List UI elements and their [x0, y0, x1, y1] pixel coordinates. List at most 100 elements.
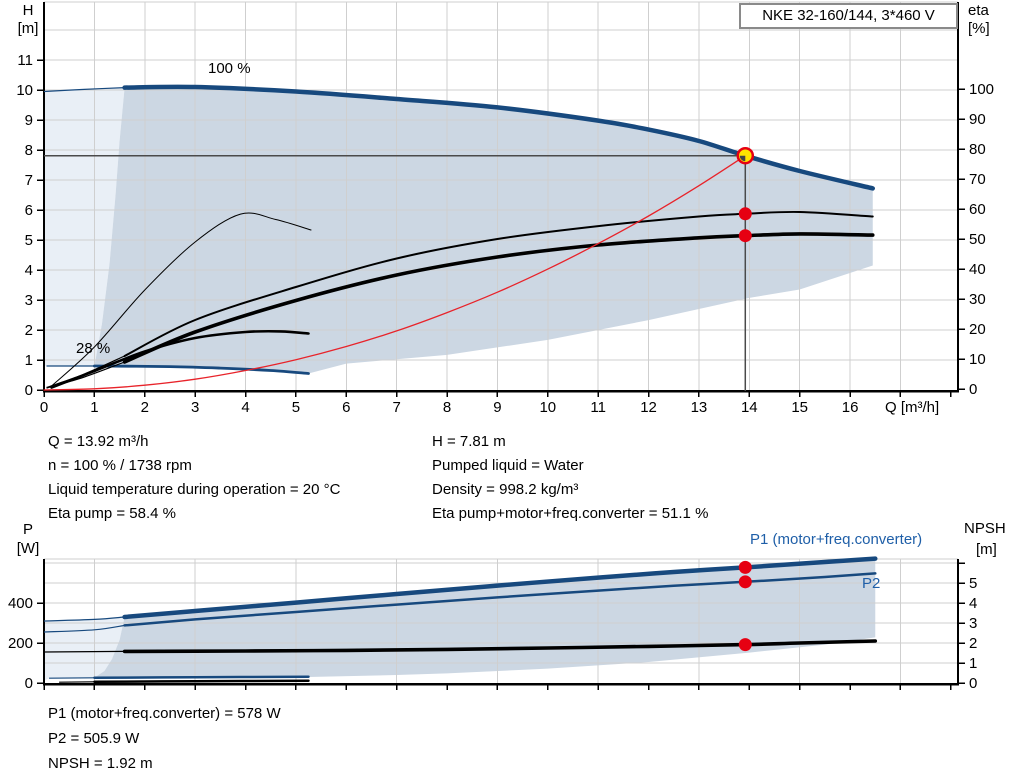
npsh-curve: [122, 639, 878, 654]
qh-chart-q-tick-label: 4: [241, 399, 249, 416]
p2-curve-lead: [43, 624, 125, 633]
duty-red-dot: [738, 575, 752, 589]
qh-chart-right-tick-label: 100: [969, 81, 994, 98]
info-p1: P1 (motor+freq.converter) = 578 W: [48, 705, 281, 722]
qh-chart-q-tick-label: 3: [191, 399, 199, 416]
qh-chart-right-tick-label: 70: [969, 171, 986, 188]
power-chart-axes: [37, 559, 965, 690]
power-info-block: P1 (motor+freq.converter) = 578 W P2 = 5…: [48, 701, 281, 776]
speed-28pct-label: 28 %: [76, 340, 111, 357]
npsh-curve-lead: [43, 650, 125, 653]
eta-pump-curve: [123, 210, 874, 357]
info-q: Q = 13.92 m³/h: [48, 433, 149, 450]
qh-chart-right-tick-label: 80: [969, 141, 986, 158]
qh-chart-q-tick-label: 10: [539, 399, 556, 416]
qh-chart-right-tick-label: 10: [969, 351, 986, 368]
duty-red-dot: [738, 560, 752, 574]
qh-chart-gridlines: [44, 1, 958, 391]
p1-min-speed-curve: [93, 675, 310, 680]
qh-chart-q-tick-label: 11: [590, 399, 606, 416]
qh-chart-right-tick-label: 50: [969, 231, 986, 248]
power-chart-operating-envelope-light: [44, 617, 125, 681]
power-chart-left-tick-label: 0: [25, 675, 33, 692]
qh-chart-q-tick-label: 12: [640, 399, 657, 416]
duty-info-left: Q = 13.92 m³/h n = 100 % / 1738 rpm Liqu…: [48, 430, 340, 526]
power-chart-right-tick-label: 5: [969, 575, 977, 592]
qh-chart-left-tick-label: 5: [25, 232, 33, 249]
qh-chart-left-tick-label: 1: [25, 352, 33, 369]
eta-pump-min-speed-curve: [51, 212, 312, 387]
qh-chart-q-tick-label: 14: [741, 399, 758, 416]
qh-chart-right-tick-label: 90: [969, 111, 986, 128]
power-chart-right-tick-label: 0: [969, 675, 977, 692]
qh-chart-left-tick-label: 2: [25, 322, 33, 339]
power-chart-right-tick-label: 1: [969, 655, 977, 672]
power-chart-right-tick-label: 4: [969, 595, 977, 612]
qh-chart-left-tick-label: 3: [25, 292, 33, 309]
qh-chart-q-tick-label: 16: [842, 399, 859, 416]
npsh-axis-label: NPSH: [964, 520, 1006, 537]
eta-total-min-speed-curve: [50, 329, 310, 389]
qh-chart-left-tick-label: 4: [25, 262, 33, 279]
duty-red-dot: [738, 207, 752, 221]
qh-chart-q-tick-label: 8: [443, 399, 451, 416]
p1-curve: [122, 556, 878, 620]
power-chart-right-tick-label: 3: [969, 615, 977, 632]
qh-chart-q-tick-label: 6: [342, 399, 350, 416]
p1-curve-lead: [43, 616, 125, 622]
qh-chart-q-tick-label: 5: [292, 399, 300, 416]
qh-chart-left-tick-label: 0: [25, 382, 33, 399]
qh-chart-right-tick-label: 20: [969, 321, 986, 338]
eta-total-curve: [122, 232, 875, 364]
p2-curve: [123, 572, 877, 627]
pump-title-box: NKE 32-160/144, 3*460 V: [739, 3, 958, 29]
p1-curve-label: P1 (motor+freq.converter): [750, 531, 923, 548]
qh-chart-left-tick-label: 7: [25, 172, 33, 189]
info-npsh: NPSH = 1.92 m: [48, 755, 153, 772]
speed-100pct-label: 100 %: [208, 60, 251, 77]
qh-chart-left-tick-label: 9: [25, 112, 33, 129]
head-100pct-curve-lead: [43, 87, 125, 93]
p2-curve-label: P2: [862, 575, 881, 592]
qh-chart-q-tick-label: 1: [90, 399, 98, 416]
info-p2: P2 = 505.9 W: [48, 730, 140, 747]
p-axis-label: P: [22, 521, 33, 538]
p-axis-unit: [W]: [16, 540, 40, 557]
qh-chart-q-tick-label: 7: [392, 399, 400, 416]
info-speed: n = 100 % / 1738 rpm: [48, 457, 192, 474]
qh-chart-q-tick-label: 2: [141, 399, 149, 416]
h-axis-unit: [m]: [17, 20, 39, 37]
info-density: Density = 998.2 kg/m³: [432, 481, 579, 498]
system-curve: [43, 155, 746, 391]
qh-chart-q-tick-label: 15: [791, 399, 808, 416]
duty-red-dot: [738, 638, 752, 652]
q-axis-unit-label: Q [m³/h]: [885, 399, 939, 416]
qh-chart-right-tick-label: 0: [969, 381, 977, 398]
qh-chart-right-tick-label: 40: [969, 261, 986, 278]
qh-chart-left-tick-label: 10: [16, 82, 33, 99]
info-h: H = 7.81 m: [432, 433, 506, 450]
qh-chart-q-tick-label: 9: [493, 399, 501, 416]
power-chart-left-tick-label: 400: [8, 595, 33, 612]
power-chart-operating-envelope: [94, 558, 876, 678]
qh-chart-left-tick-label: 8: [25, 142, 33, 159]
duty-info-right: H = 7.81 m Pumped liquid = Water Density…: [432, 430, 708, 526]
qh-chart-q-tick-label: 0: [40, 399, 48, 416]
p2-min-speed-curve: [93, 679, 310, 684]
head-28pct-curve: [92, 364, 310, 375]
info-eta-pump: Eta pump = 58.4 %: [48, 505, 176, 522]
power-chart-left-tick-label: 200: [8, 635, 33, 652]
qh-chart-right-tick-label: 60: [969, 201, 986, 218]
h-axis-label: H: [22, 2, 34, 19]
qh-chart-operating-envelope-light: [44, 87, 125, 366]
qh-chart-left-tick-label: 11: [17, 52, 33, 69]
eta-axis-unit: [%]: [968, 20, 990, 37]
duty-red-dot: [738, 229, 752, 243]
qh-chart-axes: [37, 2, 965, 397]
info-temperature: Liquid temperature during operation = 20…: [48, 481, 341, 498]
power-chart-right-tick-label: 2: [969, 635, 977, 652]
qh-chart-q-tick-label: 13: [691, 399, 708, 416]
info-liquid: Pumped liquid = Water: [432, 457, 584, 474]
